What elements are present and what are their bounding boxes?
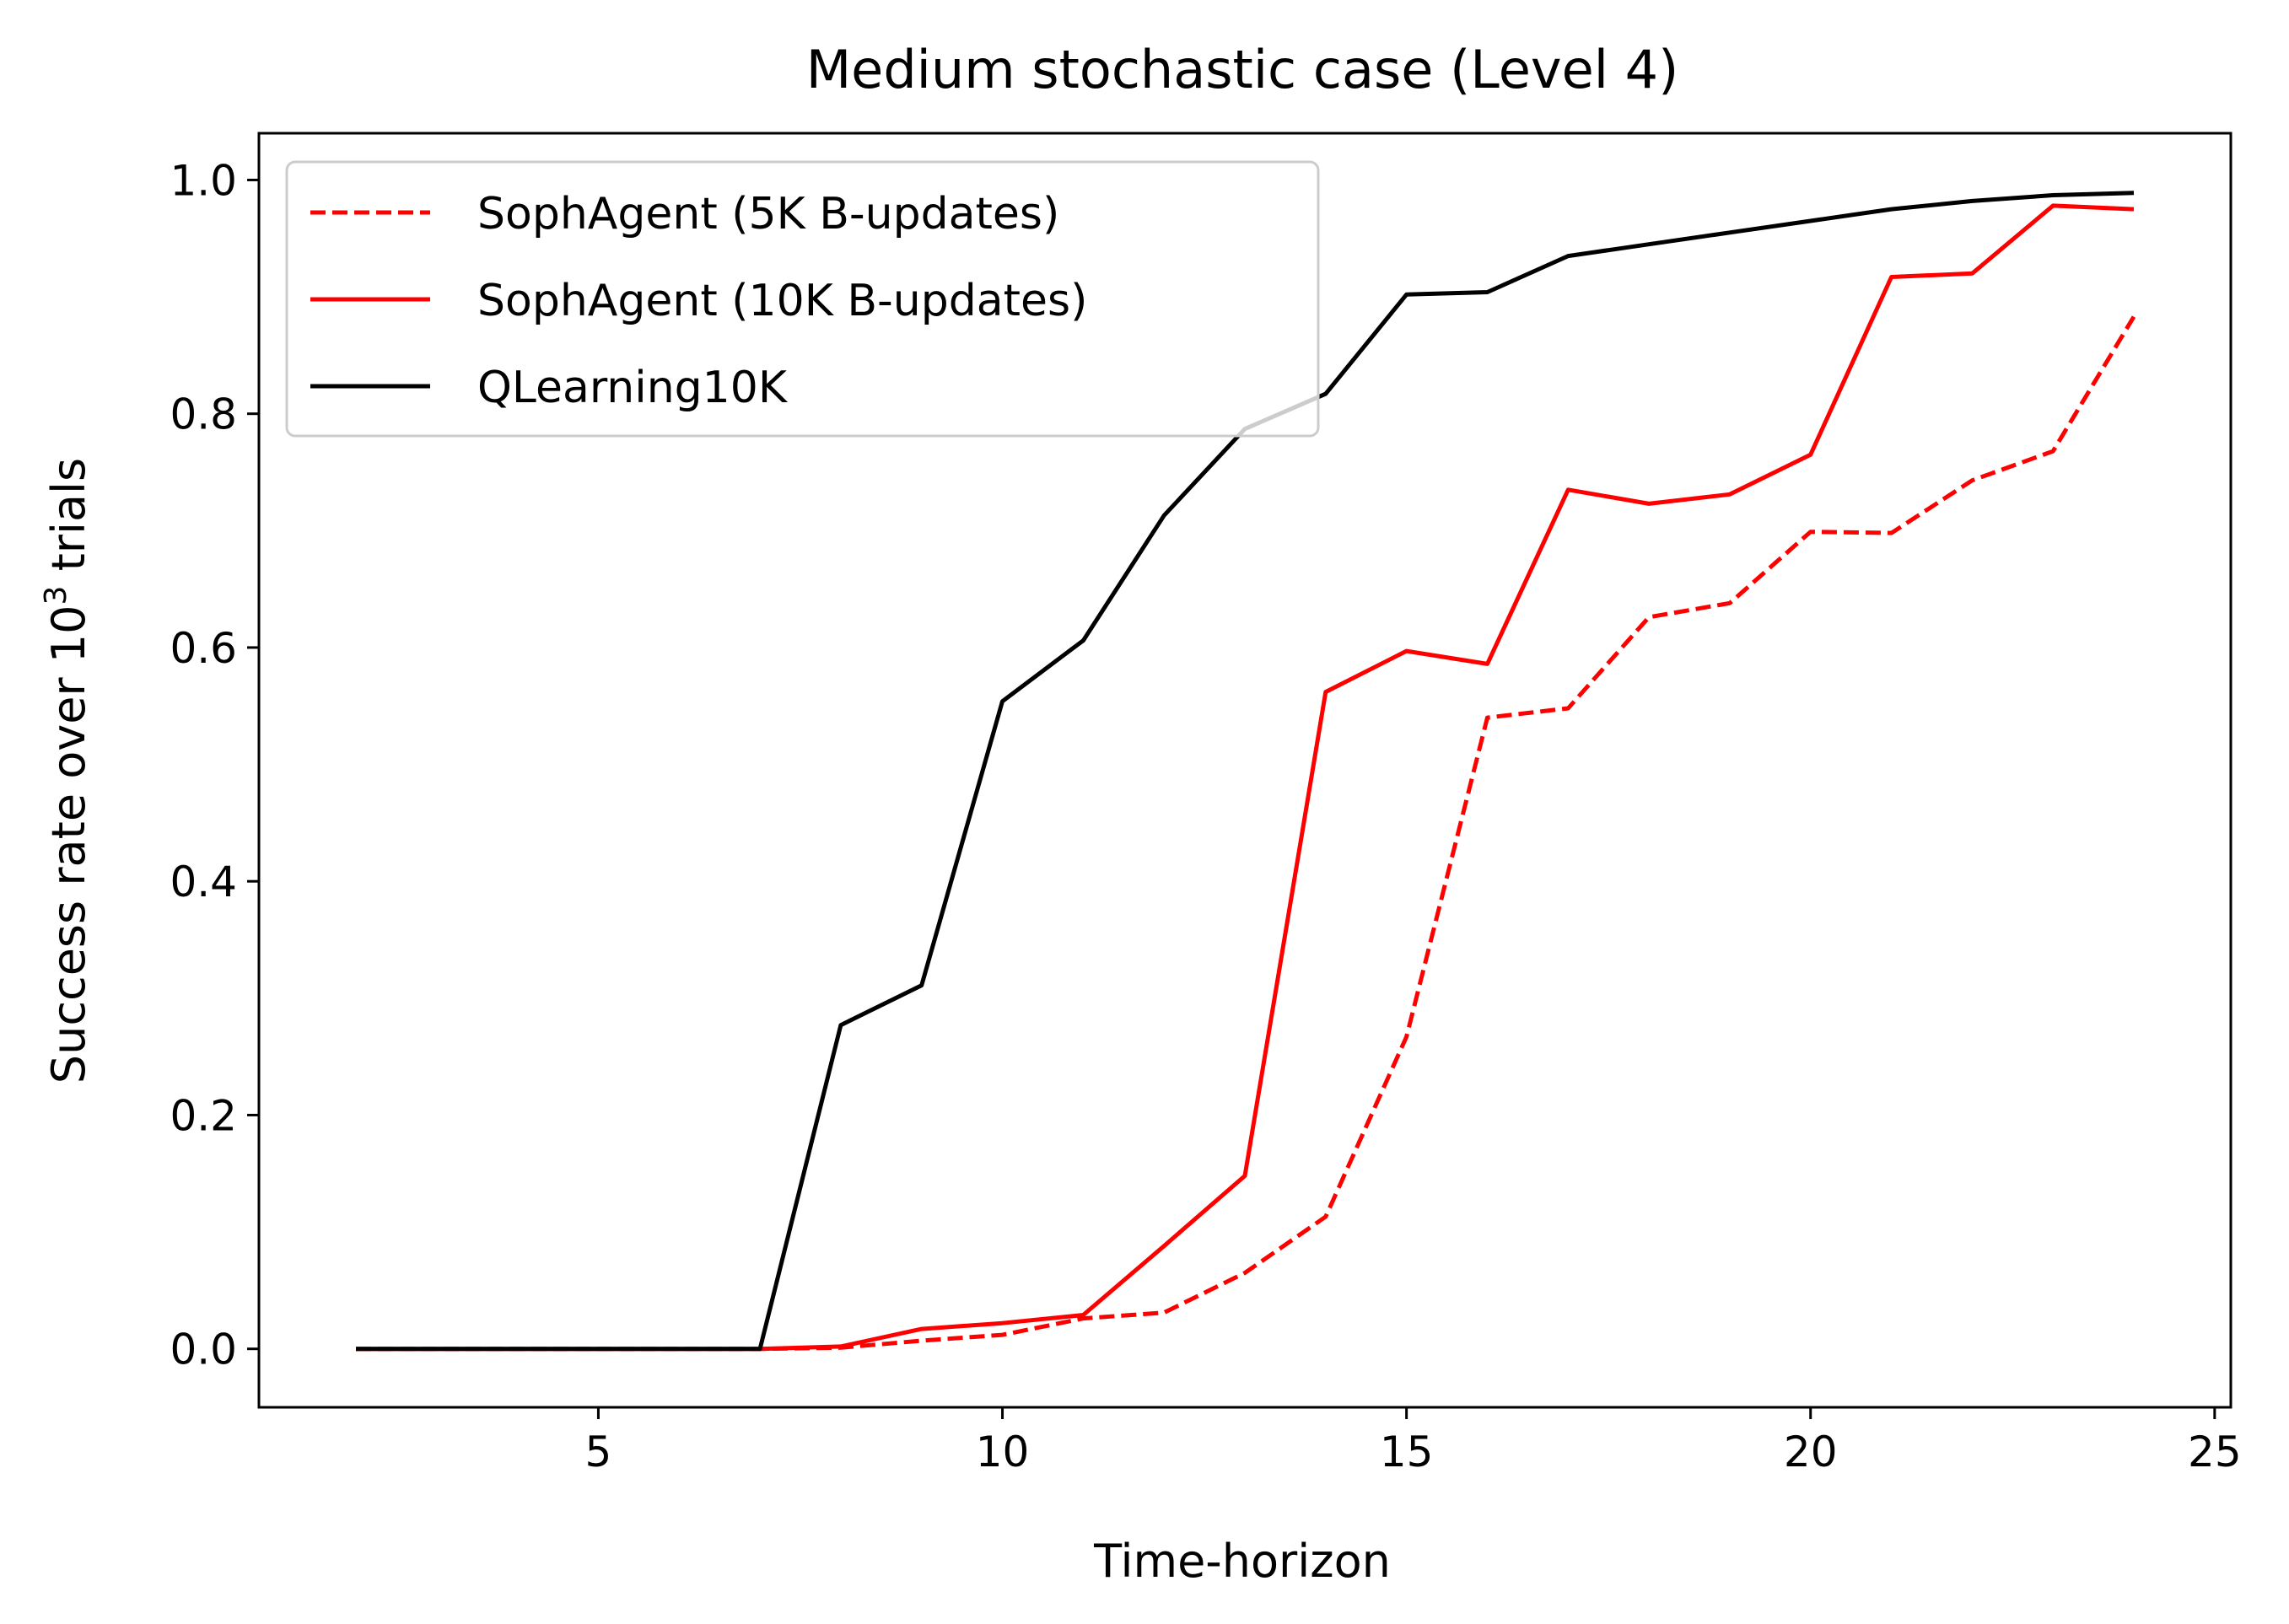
x-axis: 5 10 15 20 25: [585, 1407, 2242, 1476]
x-tick-label: 15: [1380, 1428, 1434, 1476]
plot-frame: [257, 132, 2232, 1409]
x-tick-label: 20: [1784, 1428, 1838, 1476]
x-tick-label: 25: [2188, 1428, 2242, 1476]
chart-title: Medium stochastic case (Level 4): [806, 39, 1679, 100]
y-tick-label: 0.2: [170, 1091, 237, 1140]
legend-box: [285, 160, 1320, 438]
y-axis: 0.0 0.2 0.4 0.6 0.8 1.0: [170, 156, 259, 1374]
y-tick-label: 1.0: [170, 156, 237, 205]
x-tick-label: 5: [585, 1428, 612, 1476]
legend-label-3: QLearning10K: [477, 363, 789, 413]
y-tick-label: 0.4: [170, 858, 237, 906]
y-axis-label: Success rate over 103 trials: [39, 458, 95, 1084]
y-axis-label-suffix: trials: [42, 458, 95, 586]
y-axis-label-prefix: Success rate over 10: [42, 605, 95, 1084]
series-line-1: [356, 315, 2136, 1352]
x-axis-label: Time-horizon: [1093, 1535, 1391, 1588]
legend-label-2: SophAgent (10K B-updates): [477, 276, 1087, 326]
y-axis-label-exponent: 3: [39, 586, 73, 605]
y-tick-label: 0.6: [170, 624, 237, 673]
legend: SophAgent (5K B-updates) SophAgent (10K B…: [285, 160, 1320, 438]
y-tick-label: 0.0: [170, 1326, 237, 1374]
legend-label-1: SophAgent (5K B-updates): [477, 189, 1059, 239]
x-tick-label: 10: [976, 1428, 1030, 1476]
y-tick-label: 0.8: [170, 390, 237, 439]
